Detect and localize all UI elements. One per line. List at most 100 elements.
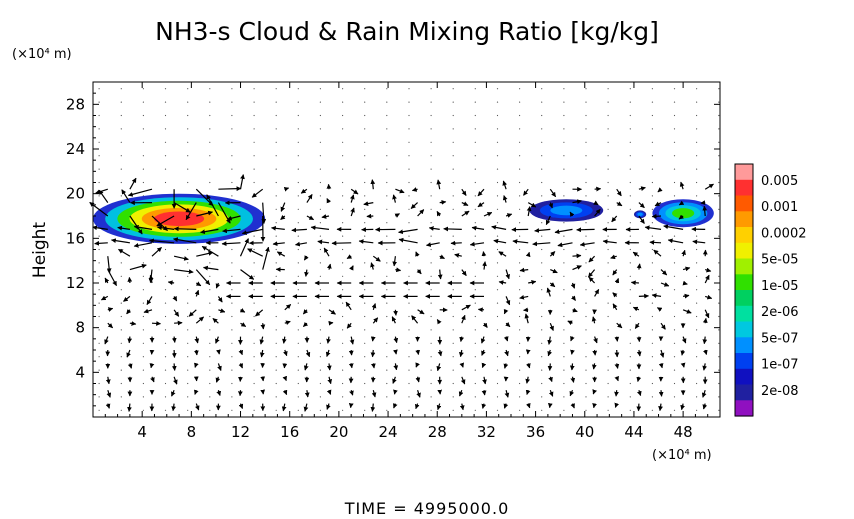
wind-vector bbox=[247, 248, 263, 257]
grid-dot bbox=[408, 128, 410, 130]
grid-dot bbox=[120, 168, 122, 170]
x-tick-label: 36 bbox=[526, 423, 545, 441]
grid-dot bbox=[275, 168, 277, 170]
grid-dot bbox=[474, 208, 476, 210]
grid-dot bbox=[519, 396, 521, 398]
wind-vector bbox=[428, 226, 440, 231]
wind-vector bbox=[238, 390, 243, 397]
grid-dot bbox=[342, 141, 344, 143]
wind-vector bbox=[350, 207, 355, 217]
grid-dot bbox=[164, 369, 167, 371]
grid-dot bbox=[275, 382, 277, 385]
wind-vector bbox=[437, 349, 443, 357]
grid-dot bbox=[253, 155, 255, 157]
wind-vector bbox=[370, 336, 376, 342]
grid-dot bbox=[187, 302, 189, 304]
wind-vector bbox=[317, 239, 330, 245]
grid-dot bbox=[474, 262, 476, 264]
wind-vector bbox=[349, 336, 355, 345]
wind-vector bbox=[304, 390, 310, 398]
grid-dot bbox=[342, 155, 344, 157]
wind-vector bbox=[461, 210, 470, 217]
grid-dot bbox=[164, 88, 167, 90]
wind-vector bbox=[173, 255, 189, 261]
grid-dot bbox=[120, 181, 122, 184]
grid-dot bbox=[430, 235, 432, 237]
wind-vector bbox=[216, 390, 222, 396]
wind-vector bbox=[526, 363, 531, 369]
wind-vector bbox=[372, 255, 381, 262]
grid-dot bbox=[319, 235, 321, 237]
grid-dot bbox=[430, 396, 432, 398]
wind-vector bbox=[702, 363, 708, 371]
grid-dot bbox=[541, 302, 543, 304]
grid-dot bbox=[541, 181, 543, 184]
grid-dot bbox=[164, 409, 167, 411]
wind-vector bbox=[222, 228, 241, 234]
grid-dot bbox=[629, 275, 631, 277]
wind-vector bbox=[260, 323, 266, 330]
grid-dot bbox=[342, 356, 344, 358]
wind-vector bbox=[503, 336, 509, 342]
grid-dot bbox=[297, 222, 299, 224]
grid-dot bbox=[297, 195, 299, 197]
grid-dot bbox=[120, 141, 122, 143]
grid-dot bbox=[98, 356, 100, 358]
wind-vector bbox=[548, 389, 554, 397]
wind-vector bbox=[570, 336, 575, 342]
grid-dot bbox=[430, 128, 432, 130]
grid-dot bbox=[164, 342, 167, 344]
wind-vector bbox=[393, 363, 399, 371]
grid-dot bbox=[142, 329, 144, 331]
wind-vector bbox=[323, 247, 330, 257]
grid-dot bbox=[209, 88, 211, 90]
wind-vector bbox=[104, 277, 110, 284]
grid-dot bbox=[297, 208, 299, 210]
wind-vector bbox=[481, 362, 487, 368]
grid-dot bbox=[541, 315, 543, 318]
wind-vector bbox=[398, 228, 418, 235]
chart-title: NH3-s Cloud & Rain Mixing Ratio [kg/kg] bbox=[155, 17, 659, 46]
grid-dot bbox=[187, 396, 189, 398]
grid-dot bbox=[696, 155, 698, 157]
grid-dot bbox=[585, 315, 587, 318]
grid-dot bbox=[142, 248, 144, 251]
grid-dot bbox=[142, 342, 144, 344]
wind-vector bbox=[185, 202, 197, 221]
wind-vector bbox=[215, 282, 221, 289]
grid-dot bbox=[120, 114, 122, 117]
grid-dot bbox=[364, 289, 366, 291]
wind-vector bbox=[303, 363, 309, 371]
grid-dot bbox=[120, 88, 122, 90]
grid-dot bbox=[541, 248, 543, 251]
grid-dot bbox=[696, 369, 698, 371]
wind-vector bbox=[657, 187, 663, 193]
grid-dot bbox=[231, 168, 233, 170]
wind-vector bbox=[416, 390, 421, 398]
grid-dot bbox=[607, 248, 609, 251]
grid-dot bbox=[187, 409, 189, 411]
wind-vector bbox=[203, 265, 219, 271]
grid-dot bbox=[120, 382, 122, 385]
x-tick-label: 44 bbox=[624, 423, 643, 441]
grid-dot bbox=[319, 315, 321, 318]
wind-vector bbox=[283, 349, 288, 357]
grid-dot bbox=[519, 101, 521, 103]
grid-dot bbox=[629, 302, 631, 304]
grid-dot bbox=[541, 329, 543, 331]
grid-dot bbox=[629, 222, 631, 224]
grid-dot bbox=[319, 382, 321, 385]
grid-dot bbox=[98, 88, 100, 90]
grid-dot bbox=[673, 315, 676, 318]
wind-vector bbox=[259, 336, 265, 345]
grid-dot bbox=[607, 168, 609, 170]
wind-vector bbox=[482, 261, 487, 270]
grid-dot bbox=[364, 329, 366, 331]
grid-dot bbox=[718, 262, 720, 264]
wind-vector bbox=[172, 295, 178, 302]
grid-dot bbox=[386, 396, 388, 398]
wind-vector bbox=[349, 265, 354, 271]
grid-dot bbox=[253, 396, 255, 398]
wind-vector bbox=[549, 251, 556, 257]
grid-dot bbox=[386, 88, 388, 90]
